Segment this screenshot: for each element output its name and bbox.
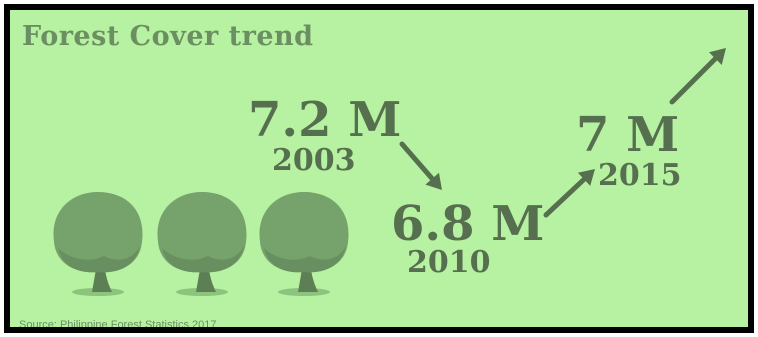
data-label-value: 7.2 M	[248, 92, 402, 148]
source-note: Source: Philippine Forest Statistics 201…	[19, 319, 217, 331]
data-label-value: 6.8 M	[391, 196, 545, 252]
arrow-up-right-icon	[669, 48, 726, 105]
forest-art	[53, 48, 726, 296]
tree-icon	[259, 192, 349, 296]
tick-label-year: 2003	[272, 143, 356, 178]
data-label-value: 7 M	[576, 107, 680, 163]
arrow-up-right-icon	[543, 169, 595, 218]
chart-title: Forest Cover trend	[22, 21, 314, 52]
arrow-down-right-icon	[399, 141, 442, 190]
infographic-panel: Forest Cover trend 7.2 M 2003 6.8 M 2010 7 M…	[4, 4, 754, 333]
tick-label-year: 2010	[407, 245, 491, 280]
tick-label-year: 2015	[598, 158, 682, 193]
tree-icon	[53, 192, 143, 296]
tree-icon	[157, 192, 247, 296]
